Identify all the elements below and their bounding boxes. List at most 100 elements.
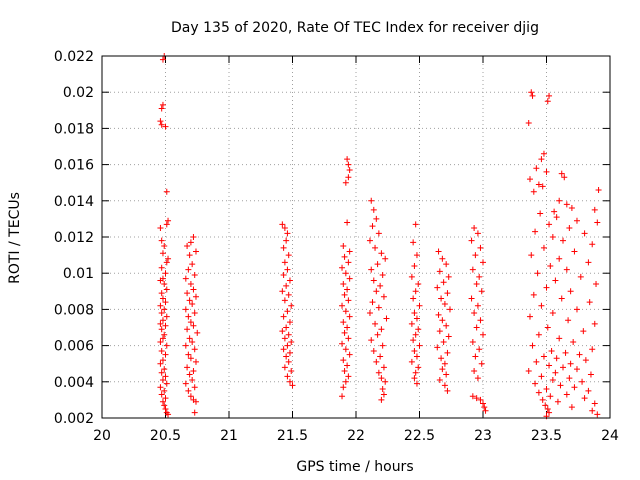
data-point [533, 165, 540, 172]
data-point [281, 224, 288, 231]
data-point [346, 351, 353, 358]
data-point [370, 277, 377, 284]
data-point [538, 373, 545, 380]
data-point [566, 375, 573, 382]
data-point [284, 308, 291, 315]
data-point [286, 378, 293, 385]
data-point [161, 243, 168, 250]
data-point [158, 290, 165, 297]
data-point [379, 386, 386, 393]
data-point [579, 378, 586, 385]
data-point [525, 367, 532, 374]
data-point [191, 310, 198, 317]
data-point [416, 302, 423, 309]
data-point [538, 302, 545, 309]
data-point [411, 262, 418, 269]
data-point [480, 400, 486, 407]
data-point [345, 259, 352, 266]
data-point [480, 331, 486, 338]
data-point [560, 237, 567, 244]
data-point [184, 326, 191, 333]
data-point [370, 348, 377, 355]
data-point [161, 281, 168, 288]
data-point [411, 310, 418, 317]
data-point [285, 358, 292, 365]
data-point [372, 320, 379, 327]
data-point [566, 224, 573, 231]
data-point [589, 241, 596, 248]
y-tick-label: 0.016 [54, 158, 94, 174]
y-tick-label: 0.008 [54, 302, 94, 318]
data-point [191, 272, 198, 279]
data-point [186, 335, 193, 342]
data-point [161, 306, 168, 313]
data-point [439, 255, 446, 262]
data-point [159, 317, 166, 324]
data-point [380, 391, 387, 398]
data-point [530, 291, 537, 298]
data-point [581, 395, 588, 402]
data-point [594, 219, 601, 226]
data-point [377, 282, 384, 289]
data-point [560, 364, 567, 371]
data-point [547, 393, 554, 400]
data-point [576, 351, 583, 358]
data-point [157, 360, 164, 367]
data-point [528, 89, 535, 96]
data-point [190, 322, 197, 329]
data-point [410, 239, 417, 246]
data-point [341, 253, 348, 260]
data-point [189, 376, 196, 383]
data-point [340, 243, 347, 250]
data-point [159, 398, 166, 405]
data-point [415, 364, 422, 371]
data-point [539, 396, 546, 403]
data-point [165, 255, 172, 262]
data-point [533, 358, 540, 365]
tick-labels: 20 20.5 21 21.5 22 22.5 23 23.5 24 0.002 0.004 0.00… [54, 49, 619, 444]
data-point [194, 329, 201, 336]
data-point [187, 355, 194, 362]
data-point [441, 360, 448, 367]
data-point [283, 282, 290, 289]
data-point [567, 360, 574, 367]
data-point [435, 248, 442, 255]
data-point [373, 215, 380, 222]
data-point [412, 331, 419, 338]
data-point [158, 121, 165, 128]
data-point [556, 335, 563, 342]
data-point [189, 300, 196, 307]
data-point [373, 288, 380, 295]
data-point [187, 239, 194, 246]
data-point [162, 270, 169, 277]
data-point [544, 405, 551, 412]
y-tick-label: 0.018 [54, 121, 94, 137]
x-tick-label: 22.5 [404, 428, 435, 444]
data-point [561, 174, 568, 181]
data-point [344, 156, 351, 163]
data-point [534, 270, 541, 277]
data-point [281, 335, 288, 342]
data-point [473, 395, 480, 402]
data-point [481, 404, 488, 411]
data-point [412, 369, 419, 376]
data-point [165, 411, 172, 418]
data-point [159, 335, 166, 342]
data-point [539, 183, 546, 190]
data-point [525, 119, 532, 126]
data-point [443, 261, 450, 268]
data-point [341, 329, 348, 336]
data-point [342, 346, 349, 353]
data-point [469, 266, 476, 273]
data-point [532, 380, 539, 387]
data-point [477, 396, 484, 403]
data-point [546, 409, 553, 416]
data-point [187, 319, 194, 326]
data-point [413, 252, 420, 259]
data-point [368, 266, 375, 273]
data-point [346, 248, 353, 255]
data-point [439, 317, 446, 324]
data-point [341, 291, 348, 298]
data-point [189, 261, 196, 268]
